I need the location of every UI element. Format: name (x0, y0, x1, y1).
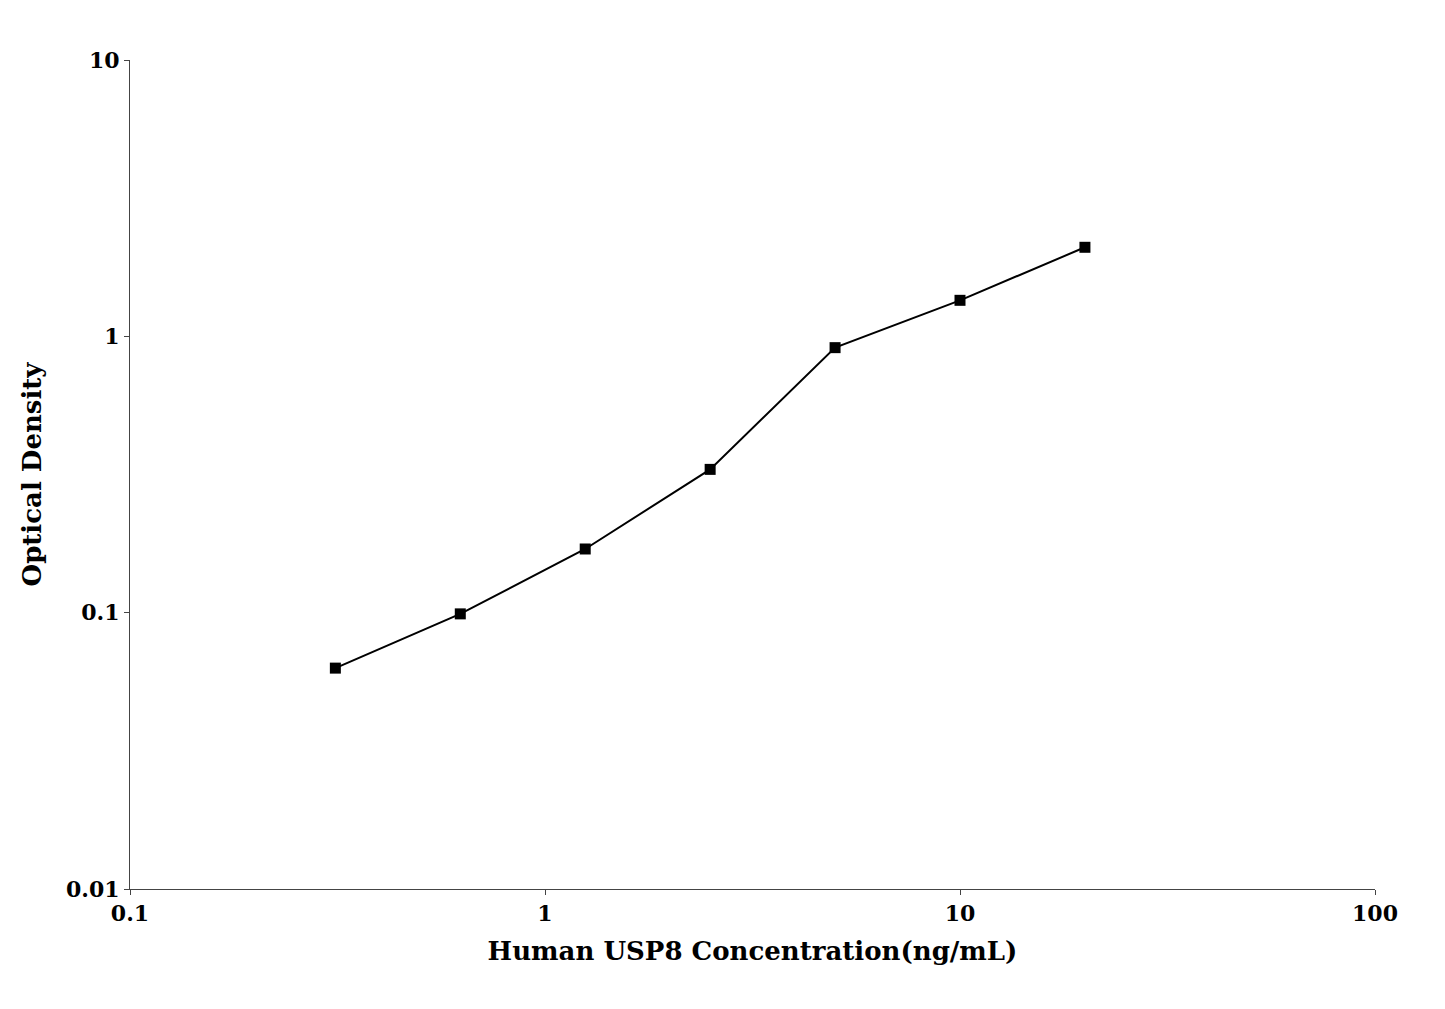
svg-text:0.1: 0.1 (81, 599, 119, 625)
svg-text:100: 100 (1352, 900, 1398, 926)
svg-text:0.01: 0.01 (66, 876, 120, 902)
svg-text:1: 1 (537, 900, 552, 926)
svg-text:0.1: 0.1 (111, 900, 149, 926)
svg-text:10: 10 (945, 900, 976, 926)
svg-text:10: 10 (89, 47, 120, 73)
svg-text:Optical Density: Optical Density (17, 362, 47, 587)
svg-text:1: 1 (104, 323, 119, 349)
svg-text:Human USP8 Concentration(ng/mL: Human USP8 Concentration(ng/mL) (488, 936, 1018, 966)
